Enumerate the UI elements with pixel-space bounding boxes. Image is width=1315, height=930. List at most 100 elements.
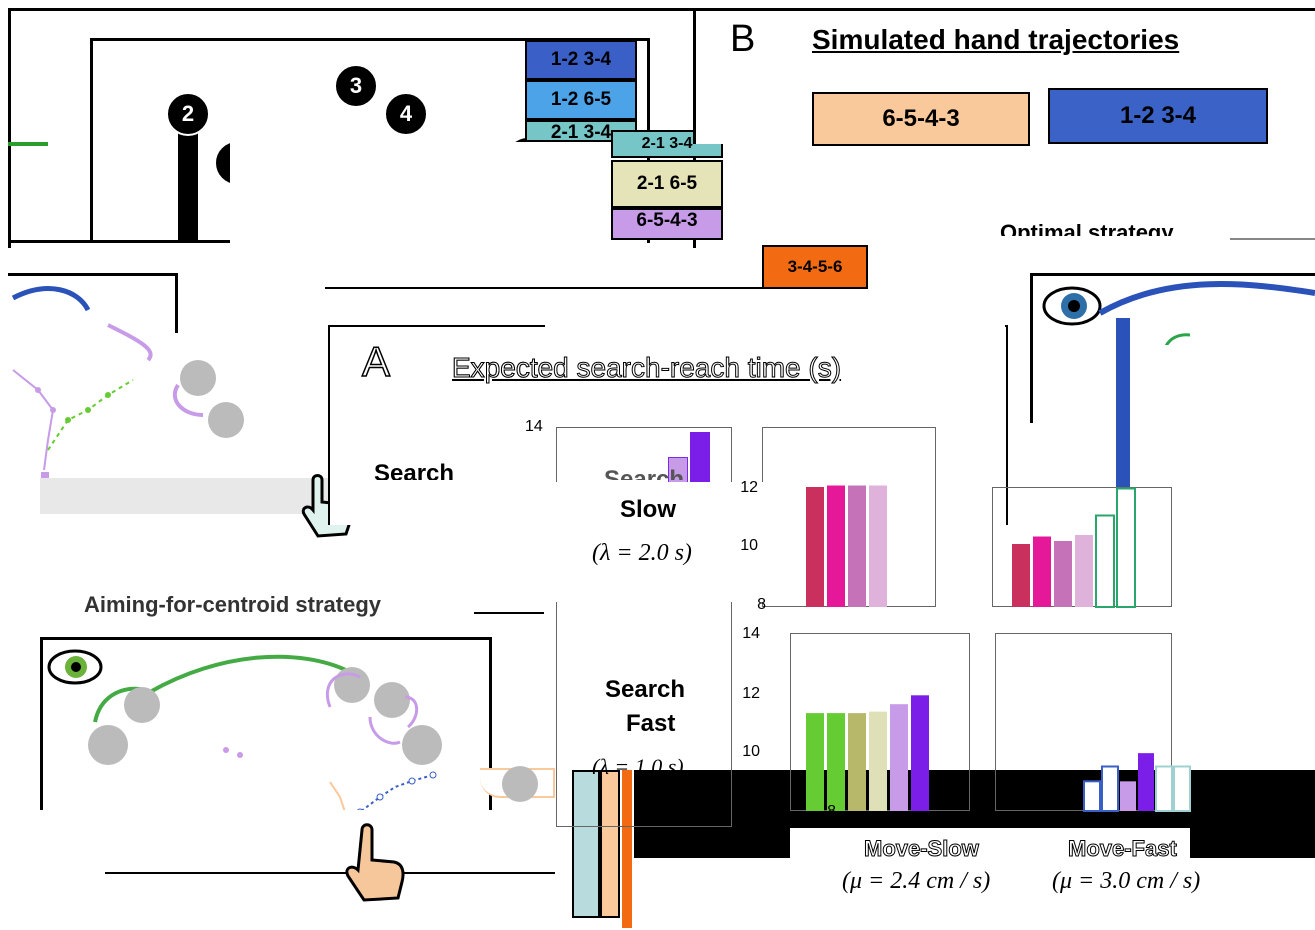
overlay-block [8,810,553,870]
gray-target [374,682,410,718]
axes-frame-top [556,427,732,827]
y-tick-label: 10 [742,743,760,760]
chart-bar [848,485,866,607]
trajectory-dot [105,392,111,398]
y-tick-label: 10 [740,537,758,554]
eye-trajectory-arrow [1098,281,1315,316]
divider [1230,238,1315,240]
chart-bar [806,713,824,811]
hand-icon [345,823,405,902]
left-search-label: Search [374,460,455,480]
target-3: 3 [334,64,378,108]
eye-pupil [1068,300,1080,312]
chart-bar [1012,544,1030,607]
col-label-bg [790,828,1190,898]
target-2: 2 [166,92,210,136]
chart-bar [1083,780,1101,812]
trajectory-dot [50,407,56,413]
legend-3-4-5-6: 3-4-5-6 [762,245,868,289]
chart-bar [869,711,887,811]
divider [474,612,544,614]
start-pole [178,130,198,242]
col-param-move-slow: (μ = 2.4 cm / s) [842,868,991,894]
chart-bar [1120,781,1136,811]
chart-bar [1155,765,1173,812]
y-tick-label: 14 [525,418,543,435]
row-label-bg [556,482,782,602]
legend-2-1-6-5: 2-1 6-5 [611,160,723,208]
trajectory-dot [223,747,229,753]
trajectory-dot [65,417,71,423]
trajectory-dot [35,387,41,393]
green-arc [149,654,351,694]
chart-bar [1095,514,1115,608]
gray-target [334,667,370,703]
eye-pupil [71,662,81,672]
green-baseline [8,142,48,146]
overlay-block [545,325,1005,425]
legend-1-2-3-4: 1-2 3-4 [525,40,637,80]
trajectory-dot [237,752,243,758]
legend-6-5-4-3: 6-5-4-3 [611,208,723,240]
legend-strip-orange [622,770,632,928]
col-label-move-slow: Move-Slow [864,836,980,862]
gray-target [88,725,128,765]
optimal-strategy-label: Optimal strategy [1000,220,1174,236]
chart-bar [806,487,824,607]
row-label-search-fast-top: Search [605,676,686,703]
trajectory-dot [429,771,437,779]
purple-arc [107,323,153,362]
hand-path [1116,318,1130,503]
col-param-move-fast: (μ = 3.0 cm / s) [1052,868,1201,894]
row-label-search-fast: Fast [626,710,676,737]
legend-2-1-3-4: 2-1 3-4 [525,120,637,142]
aiming-label: Aiming-for-centroid strategy [84,592,382,617]
y-tick-label: 14 [742,625,760,642]
optimal-trajectory-svg [1042,281,1315,503]
purple-arc [325,672,361,708]
left-illustration-top [8,273,178,333]
panel-b-letter: B [730,18,756,60]
aiming-trajectory-svg [47,649,442,869]
purple-arc [172,383,204,417]
gray-target [124,687,160,723]
row-param-search-fast: (λ = 1.0 s) [592,754,684,774]
blue-arc [11,286,91,312]
divider [105,872,555,874]
gray-target [180,360,216,396]
chart-bar [890,704,908,811]
panel-a-title-copy: Expected search-reach time (s) [452,352,842,384]
trajectory-dot [85,407,91,413]
chart-bar [827,713,845,811]
row-param-search-slow: (λ = 2.0 s) [592,540,692,566]
chart-bar [869,485,887,607]
panel-a-letter: A [361,337,391,386]
trajectory-dot [408,777,416,785]
left-trajectory-svg [11,286,269,507]
y-tick-label: 12 [740,479,758,496]
chart-bar [1101,765,1119,812]
gray-target [402,725,442,765]
chart-bar [827,485,845,607]
gray-target [502,766,538,802]
chart-bar [848,713,866,811]
bar [690,432,710,487]
chart-bar [1116,487,1136,608]
blue-dotted-trajectory [339,774,434,833]
legend-b-6-5-4-3: 6-5-4-3 [812,92,1030,146]
row-label-search-slow-top: Search [604,466,685,480]
chart-bar [1075,535,1093,607]
chart-bar [1054,541,1072,607]
legend-strip-teal [572,770,600,918]
legend-2-1-3-4-shifted: 2-1 3-4 [611,130,723,158]
divider [325,287,765,289]
y-tick-label: 8 [757,596,766,613]
overlay-block [1130,345,1315,475]
y-tick-label: 8 [827,803,836,820]
chart-bar [1138,753,1154,811]
legend-strip-peach [600,770,620,918]
legend-b-1-2-3-4: 1-2 3-4 [1048,88,1268,144]
gray-target [208,402,244,438]
chart-bar [911,695,929,811]
